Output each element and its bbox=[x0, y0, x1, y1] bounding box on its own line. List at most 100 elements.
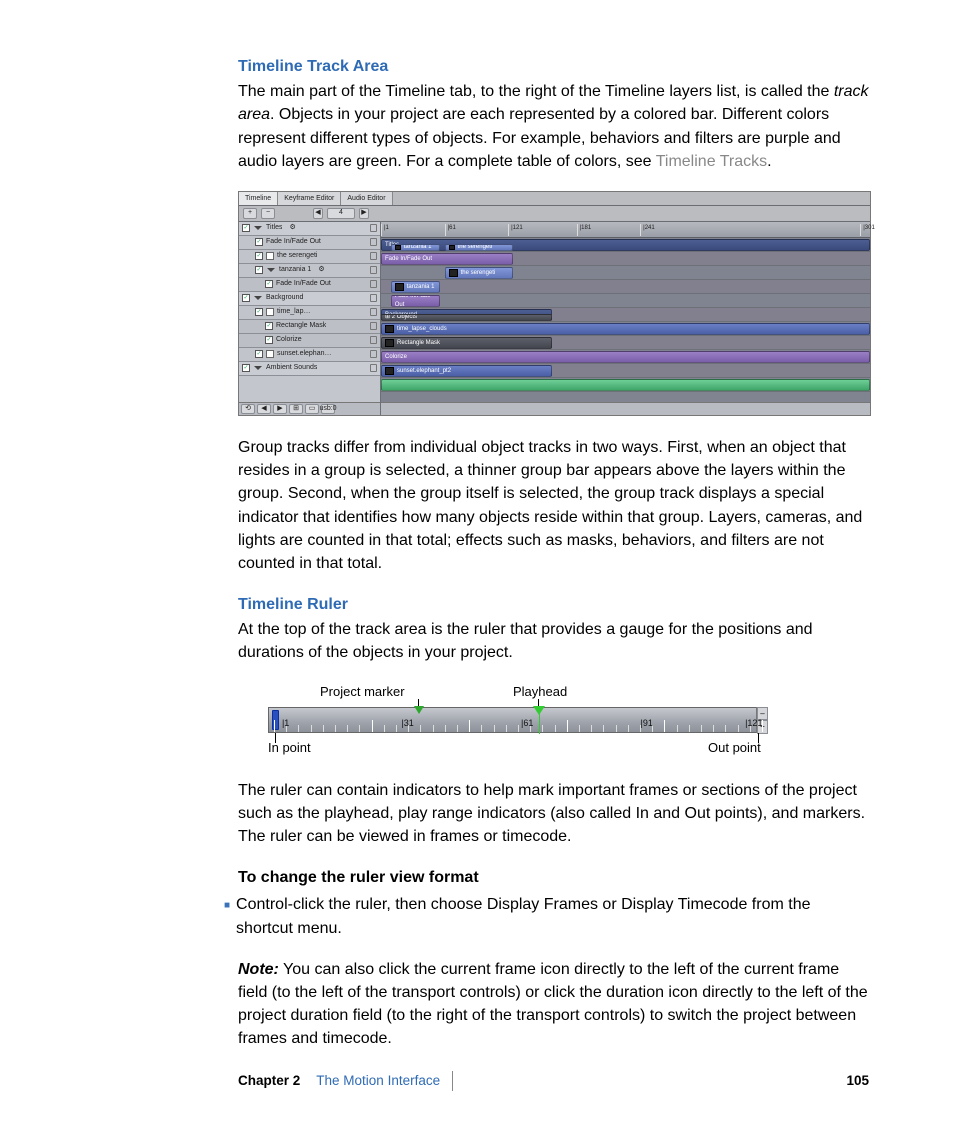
figure-timeline-ruler: Project marker Playhead – + |1|31|61|91|… bbox=[268, 683, 768, 761]
thumb-icon bbox=[395, 283, 404, 291]
lock-icon[interactable] bbox=[370, 280, 377, 288]
leader-line bbox=[275, 733, 276, 743]
status-button[interactable]: ◀ bbox=[257, 404, 271, 414]
layer-name: Fade In/Fade Out bbox=[276, 279, 331, 289]
layer-row[interactable]: ✓Background bbox=[239, 292, 380, 306]
layer-row[interactable]: ✓ tanzania 1 ⚙ bbox=[239, 264, 380, 278]
track-row[interactable]: the serengeti bbox=[381, 266, 870, 280]
layer-name: tanzania 1 bbox=[279, 265, 311, 275]
checkbox-icon[interactable]: ✓ bbox=[242, 224, 250, 232]
status-button[interactable]: ▶ bbox=[273, 404, 287, 414]
track-row[interactable]: time_lapse_clouds bbox=[381, 322, 870, 336]
checkbox-icon[interactable]: ✓ bbox=[265, 336, 273, 344]
lock-icon[interactable] bbox=[370, 238, 377, 246]
lock-icon[interactable] bbox=[370, 294, 377, 302]
footer-chapter: Chapter 2 bbox=[238, 1071, 300, 1091]
toolbar: + − ◀ 4 ▶ bbox=[239, 206, 870, 222]
track-bar[interactable]: the serengeti bbox=[445, 244, 513, 251]
layer-row[interactable]: ✓Rectangle Mask bbox=[239, 320, 380, 334]
disclosure-icon[interactable] bbox=[254, 366, 262, 370]
track-row[interactable]: Fade In/Fade Out bbox=[381, 252, 870, 266]
lock-icon[interactable] bbox=[370, 350, 377, 358]
checkbox-icon[interactable]: ✓ bbox=[255, 252, 263, 260]
ruler-bar[interactable]: – + |1|31|61|91|121 bbox=[268, 707, 768, 733]
track-bar[interactable]: tanzania 1 bbox=[391, 281, 440, 293]
bullet-icon: ■ bbox=[224, 899, 230, 914]
callout-project-marker: Project marker bbox=[320, 683, 405, 702]
checkbox-icon[interactable]: ✓ bbox=[255, 350, 263, 358]
checkbox-icon[interactable]: ✓ bbox=[255, 266, 263, 274]
layer-row[interactable]: ✓Titles⚙ bbox=[239, 222, 380, 236]
track-row[interactable]: Colorize bbox=[381, 350, 870, 364]
disclosure-icon[interactable] bbox=[254, 226, 262, 230]
tab-audio-editor[interactable]: Audio Editor bbox=[341, 192, 392, 205]
status-button[interactable]: ⊞ bbox=[289, 404, 303, 414]
checkbox-icon[interactable]: ✓ bbox=[242, 294, 250, 302]
layer-row[interactable]: ✓sunset.elephan… bbox=[239, 348, 380, 362]
timeline-ruler[interactable]: |1|61|121|181|241|301 bbox=[381, 222, 870, 238]
track-bar[interactable]: Colorize bbox=[381, 351, 870, 363]
lock-icon[interactable] bbox=[370, 322, 377, 330]
counter-field[interactable]: 4 bbox=[327, 208, 355, 219]
para-ruler-indicators: The ruler can contain indicators to help… bbox=[238, 779, 869, 849]
track-bar[interactable]: Fade In/Fade Out bbox=[391, 295, 440, 307]
disclosure-icon[interactable] bbox=[254, 296, 262, 300]
track-row[interactable]: sunset.elephant_pt2 bbox=[381, 364, 870, 378]
layer-row[interactable]: ✓Fade In/Fade Out bbox=[239, 236, 380, 250]
ruler-tick: |1 bbox=[381, 224, 389, 236]
track-bar[interactable]: Fade In/Fade Out bbox=[381, 253, 513, 265]
checkbox-icon[interactable]: ✓ bbox=[265, 322, 273, 330]
track-bar[interactable]: the serengeti bbox=[445, 267, 513, 279]
nav-next-button[interactable]: ▶ bbox=[359, 208, 369, 219]
lock-icon[interactable] bbox=[370, 224, 377, 232]
tab-keyframe-editor[interactable]: Keyframe Editor bbox=[278, 192, 341, 205]
track-status-bar bbox=[381, 402, 870, 415]
layer-row[interactable]: ✓Fade In/Fade Out bbox=[239, 278, 380, 292]
lock-icon[interactable] bbox=[370, 308, 377, 316]
layer-name: Ambient Sounds bbox=[266, 363, 317, 373]
thumb-icon bbox=[385, 367, 394, 375]
project-marker-icon[interactable] bbox=[414, 706, 424, 714]
status-button[interactable]: ⟲ bbox=[241, 404, 255, 414]
layer-row[interactable]: ✓ Ambient Sounds bbox=[239, 362, 380, 376]
layer-row[interactable]: ✓the serengeti bbox=[239, 250, 380, 264]
track-bar[interactable]: tanzania 1 bbox=[391, 244, 440, 251]
tab-timeline[interactable]: Timeline bbox=[239, 192, 278, 205]
gear-icon[interactable]: ⚙ bbox=[289, 223, 295, 233]
layer-row[interactable]: ✓time_lap… bbox=[239, 306, 380, 320]
layer-name: Fade In/Fade Out bbox=[266, 237, 321, 247]
lock-icon[interactable] bbox=[370, 266, 377, 274]
track-row[interactable]: tanzania 1 bbox=[381, 280, 870, 294]
track-row[interactable]: Fade In/Fade Out bbox=[381, 294, 870, 308]
track-row[interactable]: Titlestanzania 1the serengeti bbox=[381, 238, 870, 252]
track-bar[interactable]: Rectangle Mask bbox=[381, 337, 552, 349]
layer-row[interactable]: ✓Colorize bbox=[239, 334, 380, 348]
layers-list: ✓Titles⚙✓Fade In/Fade Out✓the serengeti✓… bbox=[239, 222, 381, 415]
lock-icon[interactable] bbox=[370, 252, 377, 260]
swatch-icon bbox=[266, 252, 274, 260]
note-label: Note: bbox=[238, 961, 279, 978]
track-bar[interactable]: time_lapse_clouds bbox=[381, 323, 870, 335]
para-note: Note: You can also click the current fra… bbox=[238, 958, 869, 1051]
footer-chapter-title: The Motion Interface bbox=[316, 1071, 440, 1091]
nav-prev-button[interactable]: ◀ bbox=[313, 208, 323, 219]
status-button[interactable]: ▭ bbox=[305, 404, 319, 414]
lock-icon[interactable] bbox=[370, 364, 377, 372]
disclosure-icon[interactable] bbox=[267, 268, 275, 272]
lock-icon[interactable] bbox=[370, 336, 377, 344]
track-row[interactable]: Rectangle Mask bbox=[381, 336, 870, 350]
add-button[interactable]: + bbox=[243, 208, 257, 219]
track-bar[interactable]: ⊞ 2 Objects bbox=[381, 314, 552, 321]
checkbox-icon[interactable]: ✓ bbox=[255, 238, 263, 246]
status-button[interactable]: usb:0 bbox=[321, 404, 335, 414]
track-row[interactable]: Background⊞ 2 Objects bbox=[381, 308, 870, 322]
link-timeline-tracks[interactable]: Timeline Tracks bbox=[656, 153, 767, 170]
gear-icon[interactable]: ⚙ bbox=[318, 265, 324, 275]
checkbox-icon[interactable]: ✓ bbox=[265, 280, 273, 288]
track-row[interactable] bbox=[381, 378, 870, 392]
remove-button[interactable]: − bbox=[261, 208, 275, 219]
track-bar[interactable]: sunset.elephant_pt2 bbox=[381, 365, 552, 377]
checkbox-icon[interactable]: ✓ bbox=[255, 308, 263, 316]
track-bar[interactable] bbox=[381, 379, 870, 391]
checkbox-icon[interactable]: ✓ bbox=[242, 364, 250, 372]
